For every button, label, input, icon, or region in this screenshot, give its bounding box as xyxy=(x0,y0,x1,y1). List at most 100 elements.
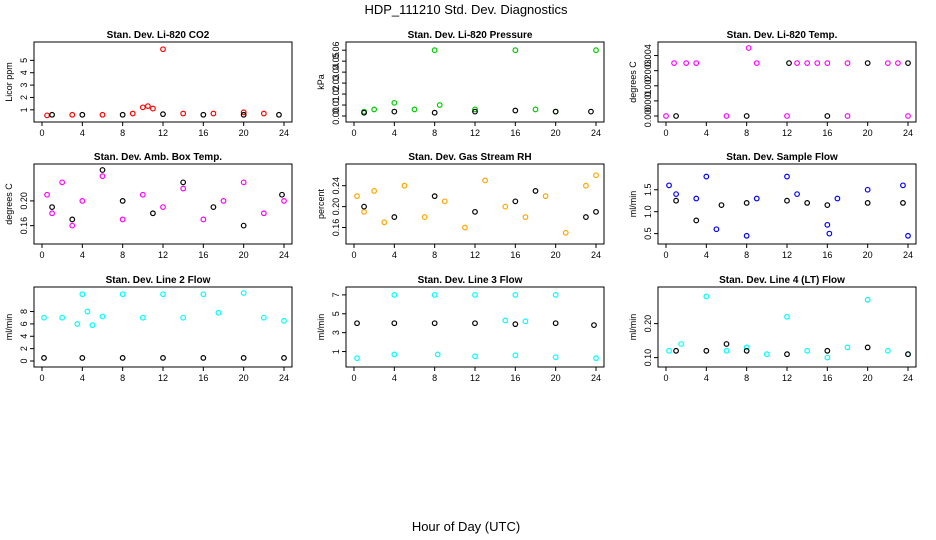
data-point-black xyxy=(361,109,367,116)
data-point-black xyxy=(864,200,871,206)
data-point-green xyxy=(472,106,478,113)
data-point-black xyxy=(743,347,750,354)
x-tick-label: 4 xyxy=(392,250,397,260)
x-tick-label: 12 xyxy=(782,373,792,383)
x-tick-label: 0 xyxy=(351,128,356,138)
data-point-cyan xyxy=(522,318,529,325)
y-axis-label: ml/min xyxy=(316,314,326,341)
data-point-black xyxy=(673,197,679,204)
data-point-black xyxy=(391,214,398,220)
data-point-red xyxy=(260,110,267,117)
data-point-cyan xyxy=(593,355,599,362)
data-point-cyan xyxy=(139,314,146,321)
data-point-blue xyxy=(905,232,911,239)
data-point-blue xyxy=(673,191,679,198)
x-tick-label: 24 xyxy=(591,250,601,260)
data-point-cyan xyxy=(552,291,559,298)
x-tick-label: 24 xyxy=(903,250,913,260)
data-point-black xyxy=(200,355,207,361)
y-tick-label: 0.05 xyxy=(331,52,341,70)
data-point-cyan xyxy=(119,291,126,298)
data-point-black xyxy=(591,322,597,329)
y-tick-label: 2 xyxy=(19,346,29,351)
x-tick-label: 24 xyxy=(591,373,601,383)
x-tick-label: 20 xyxy=(239,128,249,138)
y-tick-label: 0.16 xyxy=(331,219,341,237)
data-point-black xyxy=(160,111,166,118)
x-tick-label: 12 xyxy=(782,250,792,260)
y-tick-label: 8 xyxy=(19,309,29,314)
data-point-cyan xyxy=(763,351,770,358)
x-tick-label: 16 xyxy=(198,373,208,383)
data-point-cyan xyxy=(84,308,91,315)
data-point-black xyxy=(723,341,730,347)
data-point-black xyxy=(79,111,86,118)
y-tick-label: 0.04 xyxy=(331,63,341,81)
data-point-orange xyxy=(421,214,428,220)
y-axis-label: degrees C xyxy=(4,183,14,225)
data-point-green xyxy=(371,106,378,113)
data-point-magenta xyxy=(200,216,207,223)
data-point-black xyxy=(240,111,247,118)
y-tick-label: 0.03 xyxy=(331,74,341,92)
data-point-black xyxy=(49,204,55,210)
data-point-black xyxy=(431,109,438,116)
data-point-black xyxy=(673,113,679,119)
x-tick-label: 24 xyxy=(279,373,289,383)
x-tick-label: 24 xyxy=(279,128,289,138)
x-tick-label: 16 xyxy=(822,250,832,260)
data-point-black xyxy=(276,111,282,118)
y-tick-label: 0.06 xyxy=(331,41,341,59)
data-point-black xyxy=(472,108,478,115)
data-point-cyan xyxy=(391,351,398,358)
data-point-black xyxy=(49,111,55,118)
data-point-magenta xyxy=(794,60,800,67)
data-point-blue xyxy=(693,195,700,202)
panel-title: Stan. Dev. Li-820 Temp. xyxy=(727,30,838,41)
data-point-cyan xyxy=(743,344,750,351)
x-tick-label: 8 xyxy=(432,250,437,260)
data-point-magenta xyxy=(745,45,752,51)
data-point-green xyxy=(532,106,539,113)
data-point-black xyxy=(693,217,700,224)
y-tick-label: 0.20 xyxy=(331,198,341,216)
y-tick-label: 0.02 xyxy=(331,85,341,103)
data-point-black xyxy=(824,202,831,208)
data-point-cyan xyxy=(59,314,66,321)
data-point-magenta xyxy=(49,210,55,217)
data-point-cyan xyxy=(215,309,222,316)
data-point-blue xyxy=(834,195,841,202)
data-point-black xyxy=(431,320,438,327)
y-tick-label: 0.5 xyxy=(643,227,653,240)
x-tick-label: 16 xyxy=(822,373,832,383)
panel-5: Stan. Dev. Gas Stream RH 0 4 8 12 16 20 24 0.16 0… xyxy=(316,152,605,260)
data-point-black xyxy=(79,355,86,361)
x-tick-label: 8 xyxy=(120,128,125,138)
data-point-orange xyxy=(354,193,360,200)
data-point-cyan xyxy=(512,291,519,298)
panel-title: Stan. Dev. Li-820 CO2 xyxy=(107,30,210,41)
data-point-magenta xyxy=(844,113,851,119)
data-point-black xyxy=(512,321,519,328)
data-point-magenta xyxy=(844,60,851,67)
data-point-cyan xyxy=(99,313,106,320)
x-tick-label: 12 xyxy=(158,250,168,260)
x-tick-label: 12 xyxy=(470,250,480,260)
x-tick-label: 4 xyxy=(392,373,397,383)
data-point-green xyxy=(411,106,418,113)
data-point-blue xyxy=(753,195,760,202)
data-point-black xyxy=(824,113,831,119)
data-point-red xyxy=(69,111,76,118)
x-tick-label: 20 xyxy=(239,373,249,383)
data-point-magenta xyxy=(281,198,287,204)
x-tick-label: 0 xyxy=(663,128,668,138)
data-point-cyan xyxy=(79,291,86,298)
plot-frame xyxy=(33,286,293,368)
data-point-blue xyxy=(784,173,790,180)
y-tick-label: 0 xyxy=(19,358,29,363)
data-point-magenta xyxy=(693,60,700,67)
data-point-green xyxy=(512,47,519,54)
data-point-black xyxy=(552,320,559,327)
plot-frame xyxy=(33,163,293,245)
data-point-cyan xyxy=(844,344,851,351)
